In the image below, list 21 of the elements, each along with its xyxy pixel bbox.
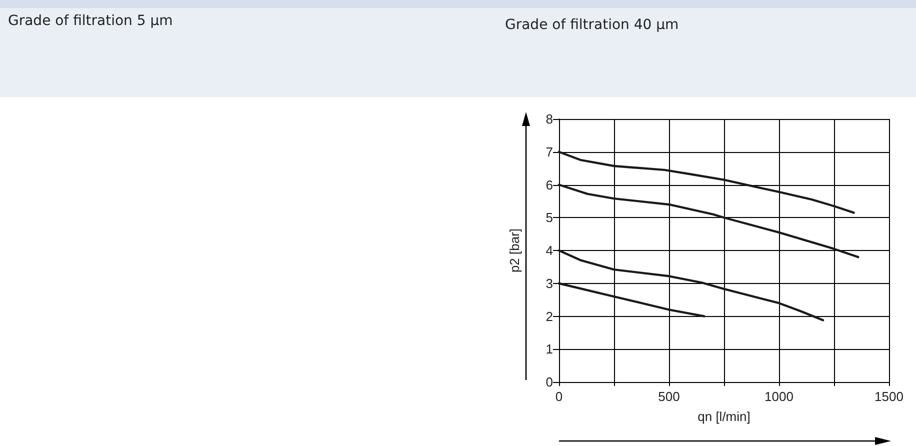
y-tick-label: 3 — [546, 276, 553, 291]
y-tick-label: 7 — [546, 144, 553, 160]
y-tick-label: 6 — [546, 177, 553, 192]
y-tick-label: 4 — [546, 243, 553, 258]
y-tick-label: 0 — [546, 374, 553, 390]
y-tick-label: 8 — [546, 112, 553, 126]
x-axis-title: qn [l/min] — [698, 409, 750, 424]
x-tick-label: 500 — [658, 389, 680, 404]
text: Grade of filtration 5 µm — [8, 13, 173, 29]
line-series — [558, 282, 706, 318]
chart-title: Grade of filtration 40 µm — [505, 17, 679, 33]
line-series — [558, 249, 824, 322]
x-tick-label: 1000 — [764, 389, 794, 404]
line-series — [558, 184, 860, 258]
y-axis-title: p2 [bar] — [507, 228, 522, 273]
y-tick-label: 2 — [546, 308, 553, 324]
x-tick-label: 0 — [555, 389, 563, 404]
x-tick-label: 1500 — [874, 389, 904, 404]
y-tick-label: 1 — [546, 342, 553, 357]
y-tick-label: 5 — [546, 210, 553, 226]
line-series — [558, 150, 855, 214]
